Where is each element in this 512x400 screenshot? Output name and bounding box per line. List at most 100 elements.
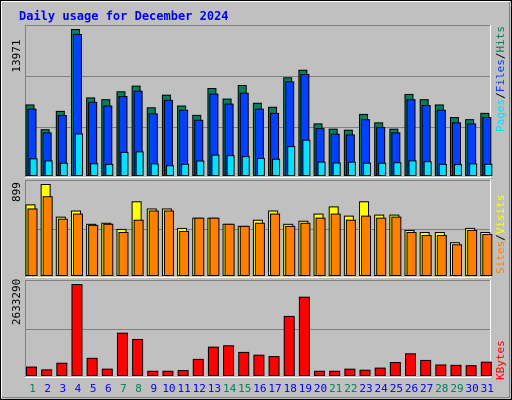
x-tick-label: 25 [390,382,403,395]
bar-sites [118,231,129,276]
bar-pages [469,163,478,176]
x-tick-label: 4 [75,382,82,395]
bar-sites [27,208,38,276]
bar-pages [453,164,462,176]
legend-kbytes: KBytes [494,340,507,380]
bar-sites [179,230,190,277]
x-tick-label: 10 [162,382,175,395]
bar-kbytes [147,370,159,376]
bar-pages [332,162,341,177]
bar-kbytes [41,369,53,376]
bar-pages [120,151,129,177]
bar-sites [224,223,235,276]
bar-kbytes [450,364,462,376]
bar-sites [315,217,326,276]
x-tick-label: 27 [420,382,433,395]
bar-pages [302,139,311,177]
bar-pages [256,157,265,176]
bar-kbytes [207,346,219,376]
bar-pages [393,162,402,176]
bar-pages [287,146,296,177]
bar-kbytes [314,370,326,376]
bar-pages [347,161,356,176]
x-tick-label: 2 [44,382,51,395]
bar-sites [148,210,159,276]
bar-kbytes [420,359,432,377]
bar-kbytes [238,351,250,377]
bar-pages [150,163,159,176]
bar-pages [272,158,281,176]
bar-sites [436,235,447,276]
bar-kbytes [101,368,113,377]
bar-files [163,99,173,176]
legend-files: Files [494,59,507,92]
x-tick-label: 17 [268,382,281,395]
bar-kbytes [344,368,356,377]
bar-sites [391,216,402,276]
bar-kbytes [177,370,189,377]
bar-sites [57,218,68,276]
x-tick-label: 5 [90,382,97,395]
legend-sites: Sites [494,241,507,274]
bar-kbytes [359,369,371,377]
bar-kbytes [480,361,492,377]
x-tick-label: 13 [208,382,221,395]
bar-kbytes [268,356,280,377]
bar-sites [194,217,205,276]
bar-pages [241,156,250,176]
legend-hits: Hits [494,26,507,53]
bar-kbytes [71,284,83,376]
bar-kbytes [223,345,235,376]
bar-pages [484,163,493,177]
x-tick-label: 14 [223,382,237,395]
bar-pages [438,163,447,176]
bar-sites [482,234,493,276]
x-tick-label: 23 [359,382,372,395]
bar-pages [74,133,83,176]
bar-kbytes [465,365,477,376]
bar-kbytes [283,315,295,376]
max-label-kbytes: 2633290 [10,279,23,325]
bar-pages [226,155,235,176]
bar-sites [285,225,296,276]
x-tick-label: 24 [375,382,389,395]
bar-sites [254,222,265,277]
x-tick-label: 29 [450,382,463,395]
chart-title: Daily usage for December 2024 [19,9,229,23]
bar-sites [163,210,174,276]
bar-sites [361,215,372,276]
bar-sites [300,222,311,277]
x-tick-label: 15 [238,382,251,395]
legend-visits: Visits [494,195,507,235]
bar-pages [59,162,68,176]
bar-pages [181,163,190,177]
x-tick-label: 8 [135,382,142,395]
bar-sites [270,213,281,277]
bar-pages [44,160,53,177]
bar-kbytes [374,367,386,376]
bar-pages [165,165,174,177]
bar-sites [72,213,83,277]
max-label-visits: 899 [10,182,23,202]
legend-pages: Pages [494,99,507,132]
x-tick-label: 12 [193,382,206,395]
x-tick-label: 7 [120,382,127,395]
bar-sites [467,229,478,277]
bar-kbytes [405,353,416,377]
bar-sites [133,219,144,276]
bar-kbytes [389,362,401,376]
bar-kbytes [162,370,174,376]
bar-pages [363,162,372,176]
bar-pages [317,161,326,177]
x-tick-label: 21 [329,382,342,395]
bar-pages [378,162,387,176]
bar-kbytes [329,370,341,376]
bar-kbytes [116,332,128,376]
x-tick-label: 26 [405,382,418,395]
bar-pages [29,158,38,176]
x-tick-label: 18 [284,382,297,395]
max-label-hits: 13971 [10,39,23,72]
bar-sites [406,231,417,276]
bar-kbytes [298,296,310,376]
